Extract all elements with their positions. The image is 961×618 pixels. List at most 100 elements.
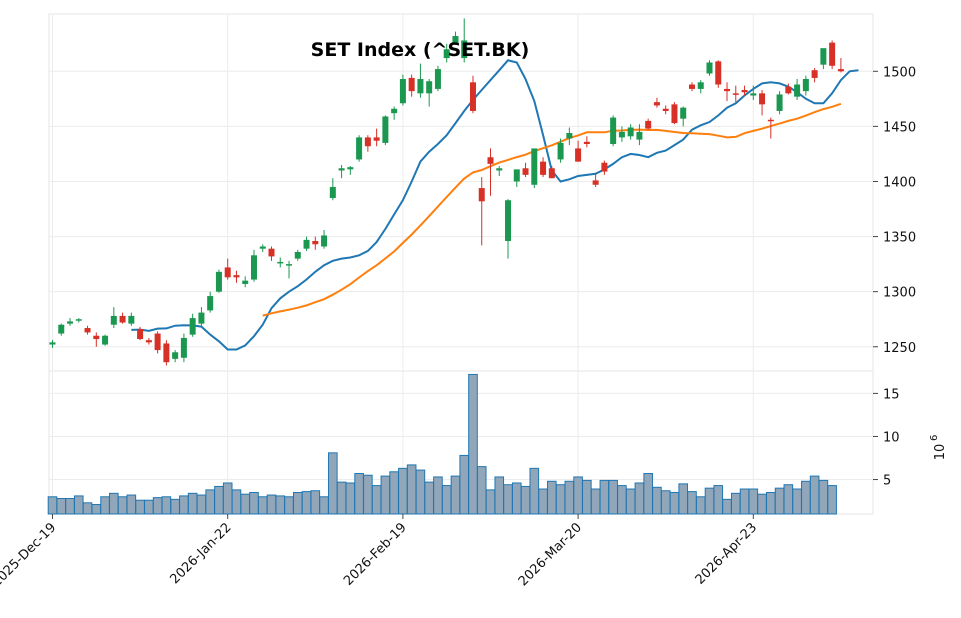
volume-bar — [669, 491, 680, 515]
grid-lines — [48, 13, 874, 515]
volume-bar — [485, 489, 496, 515]
candle-body — [653, 102, 660, 106]
volume-bar — [678, 483, 689, 515]
volume-bar — [292, 491, 303, 515]
volume-bar — [100, 496, 110, 515]
candle-body — [172, 352, 179, 359]
volume-bar — [441, 485, 452, 515]
volume-bar — [345, 482, 356, 515]
volume-bar — [82, 502, 93, 515]
candle-body — [259, 246, 266, 249]
volume-bar — [371, 485, 382, 515]
volume-bar — [222, 482, 233, 515]
candle-body — [732, 93, 739, 95]
candle-body — [119, 315, 126, 323]
candle-body — [67, 321, 74, 324]
candle-body — [566, 133, 573, 139]
volume-bar — [363, 474, 373, 515]
volume-bar — [625, 488, 636, 515]
volume-bar — [65, 497, 75, 515]
volume-bar — [704, 487, 715, 515]
candle-body — [286, 264, 293, 266]
candle-body — [137, 329, 144, 340]
volume-bar — [354, 473, 364, 515]
candle-body — [399, 79, 406, 104]
volume-bar — [398, 467, 408, 515]
candle-body — [478, 188, 485, 202]
candle-body — [408, 77, 415, 92]
price-tick-label: 1500 — [883, 65, 916, 80]
volume-bar — [529, 467, 540, 515]
price-tick-label: 1250 — [883, 341, 916, 356]
volume-tick-label: 5 — [883, 474, 891, 489]
candle-body — [242, 280, 249, 284]
volume-series — [47, 373, 837, 515]
volume-bar — [433, 476, 443, 515]
volume-bar — [547, 480, 557, 515]
candle-body — [636, 131, 643, 140]
volume-bar — [319, 496, 329, 515]
volume-bar — [336, 481, 347, 515]
candle-body — [303, 239, 310, 249]
volume-bar — [766, 491, 776, 515]
candle-body — [645, 120, 652, 129]
candle-body — [513, 169, 520, 182]
candle-body — [627, 127, 634, 137]
candle-body — [347, 167, 354, 170]
candle-body — [233, 275, 240, 278]
chart-title: SET Index (^SET.BK) — [311, 39, 530, 61]
volume-bar — [774, 487, 785, 515]
candle-body — [443, 49, 450, 59]
volume-bar — [187, 492, 198, 515]
volume-bar — [135, 499, 145, 515]
volume-bar — [617, 485, 627, 515]
volume-multiplier-label: 10 6 — [929, 435, 948, 461]
volume-bar — [152, 497, 163, 515]
volume-bar — [801, 480, 811, 515]
candle-body — [452, 36, 459, 43]
candle-body — [601, 162, 608, 172]
candle-body — [531, 148, 538, 185]
long-moving-average-line — [262, 102, 842, 317]
candlestick-series — [49, 18, 844, 366]
volume-bar — [214, 485, 224, 515]
volume-bar — [380, 475, 391, 515]
price-panel-frame — [48, 13, 874, 372]
volume-bar — [520, 485, 531, 515]
candle-body — [592, 180, 599, 185]
volume-multiplier-base: 10 — [933, 444, 948, 461]
candle-body — [759, 93, 766, 105]
candle-body — [58, 324, 65, 334]
volume-bar — [310, 490, 321, 515]
volume-bar — [564, 480, 575, 515]
candle-body — [268, 248, 275, 257]
candle-body — [724, 88, 731, 92]
volume-bar — [179, 495, 189, 515]
candle-body — [461, 40, 468, 59]
volume-bar — [809, 475, 820, 515]
volume-tick-label: 15 — [883, 387, 900, 402]
price-tick-label: 1300 — [883, 286, 916, 301]
volume-bar — [687, 491, 697, 515]
candle-body — [277, 261, 284, 264]
candle-body — [434, 69, 441, 89]
volume-bar — [117, 496, 128, 515]
volume-bar — [231, 489, 242, 515]
candle-body — [329, 186, 336, 199]
volume-bar — [468, 373, 478, 515]
moving-average-lines — [131, 59, 859, 351]
candle-body — [110, 315, 117, 325]
volume-bar — [459, 454, 470, 515]
volume-bar — [573, 476, 583, 515]
candle-body — [102, 335, 109, 345]
candle-body — [373, 137, 380, 141]
candle-body — [356, 137, 363, 160]
x-tick-label: 2026-Feb-19 — [341, 520, 410, 589]
candle-body — [750, 93, 757, 96]
volume-bar — [126, 494, 137, 515]
candle-body — [610, 117, 617, 145]
volume-bar — [275, 495, 286, 515]
volume-bar — [494, 476, 505, 515]
volume-bar — [284, 496, 294, 515]
candle-body — [688, 84, 695, 89]
